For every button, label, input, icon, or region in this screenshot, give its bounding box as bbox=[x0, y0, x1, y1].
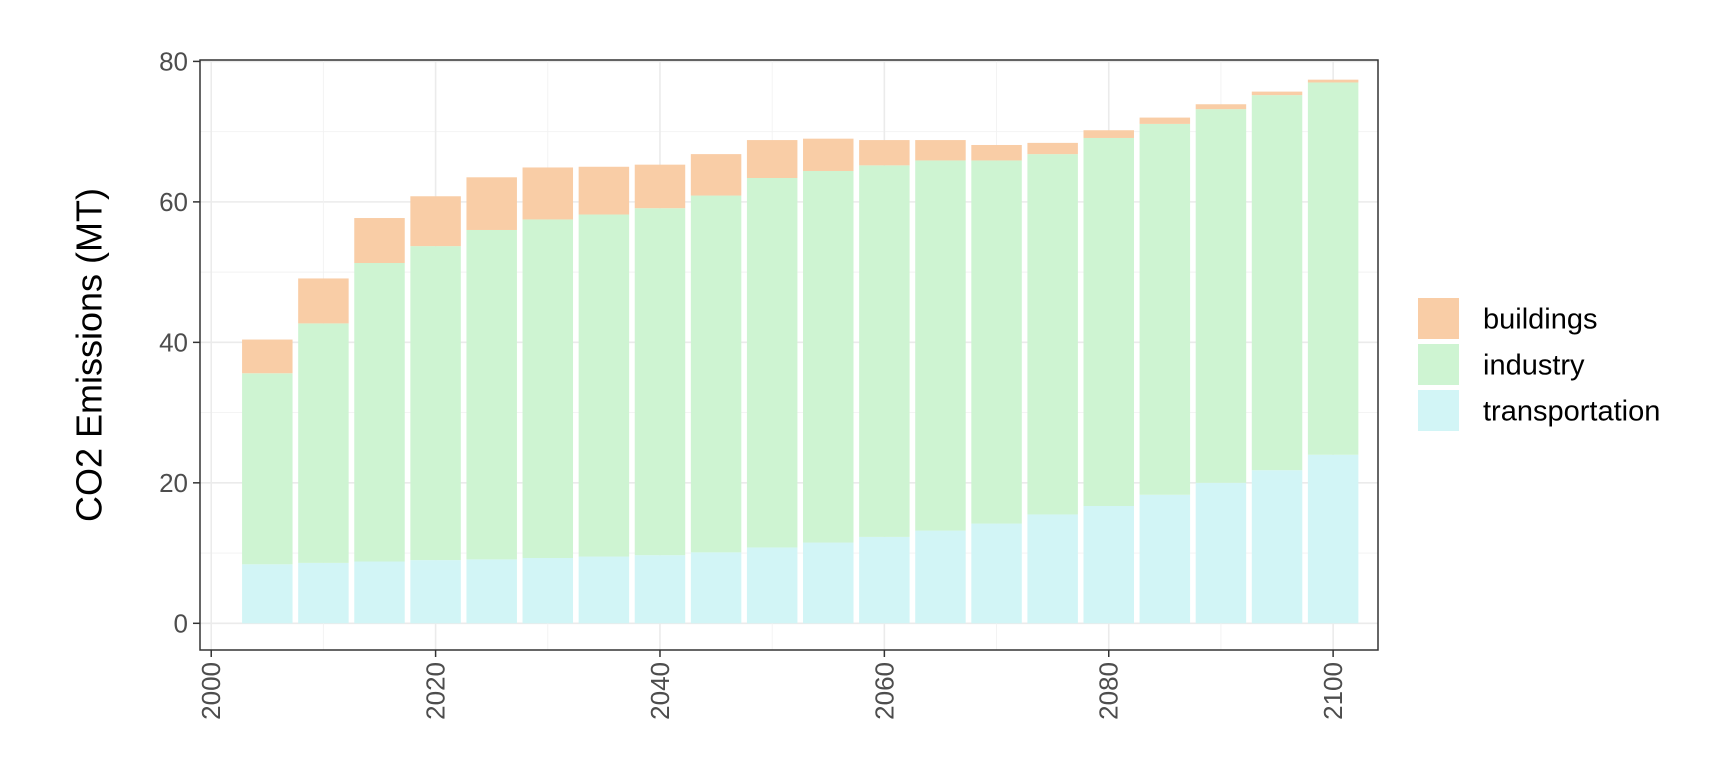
legend-label-industry: industry bbox=[1483, 350, 1585, 382]
bar-buildings-2095 bbox=[1251, 91, 1303, 96]
bar-buildings-2025 bbox=[466, 177, 517, 230]
legend: buildings industry transportation bbox=[1418, 298, 1660, 431]
bar-transportation-2020 bbox=[410, 560, 461, 624]
y-tick-label: 80 bbox=[159, 46, 188, 76]
bar-industry-2010 bbox=[298, 323, 349, 563]
bar-buildings-2075 bbox=[1027, 142, 1078, 155]
x-tick-label: 2000 bbox=[196, 662, 226, 720]
legend-key-transportation bbox=[1418, 390, 1459, 431]
bar-buildings-2050 bbox=[746, 140, 798, 178]
legend-key-industry bbox=[1418, 344, 1459, 385]
y-axis-title: CO2 Emissions (MT) bbox=[69, 188, 110, 522]
bars bbox=[242, 79, 1359, 624]
bar-industry-2070 bbox=[971, 160, 1022, 524]
bar-buildings-2015 bbox=[354, 218, 405, 263]
bar-industry-2090 bbox=[1195, 109, 1247, 483]
x-tick-label: 2080 bbox=[1094, 662, 1124, 720]
bar-buildings-2065 bbox=[915, 140, 966, 161]
bar-transportation-2030 bbox=[522, 557, 574, 624]
bar-industry-2085 bbox=[1139, 123, 1191, 495]
bar-buildings-2100 bbox=[1307, 79, 1359, 83]
x-tick-label: 2100 bbox=[1318, 662, 1348, 720]
y-tick-label: 20 bbox=[159, 468, 188, 498]
bar-transportation-2055 bbox=[803, 542, 854, 624]
bar-transportation-2065 bbox=[915, 530, 966, 624]
bar-buildings-2030 bbox=[522, 167, 574, 220]
bar-transportation-2010 bbox=[298, 562, 349, 624]
bar-transportation-2080 bbox=[1083, 506, 1134, 624]
bar-transportation-2085 bbox=[1139, 494, 1191, 624]
bar-industry-2080 bbox=[1083, 137, 1134, 507]
bar-transportation-2045 bbox=[690, 552, 742, 624]
bar-industry-2095 bbox=[1251, 95, 1303, 471]
bar-transportation-2075 bbox=[1027, 514, 1078, 624]
x-tick-label: 2040 bbox=[645, 662, 675, 720]
bar-transportation-2095 bbox=[1251, 470, 1303, 624]
bar-transportation-2070 bbox=[971, 523, 1022, 624]
bar-industry-2005 bbox=[242, 373, 293, 565]
x-tick-label: 2060 bbox=[869, 662, 899, 720]
bar-transportation-2050 bbox=[746, 547, 798, 624]
legend-label-transportation: transportation bbox=[1483, 396, 1660, 428]
bar-industry-2055 bbox=[803, 170, 854, 543]
bar-industry-2015 bbox=[354, 262, 405, 562]
bar-buildings-2080 bbox=[1083, 130, 1134, 138]
y-tick-label: 60 bbox=[159, 187, 188, 217]
bar-industry-2045 bbox=[690, 195, 742, 553]
bar-buildings-2090 bbox=[1195, 104, 1247, 110]
y-tick-label: 40 bbox=[159, 327, 188, 357]
bar-industry-2060 bbox=[859, 165, 910, 537]
bar-transportation-2025 bbox=[466, 559, 517, 624]
legend-key-buildings bbox=[1418, 298, 1459, 339]
bar-transportation-2040 bbox=[634, 555, 686, 624]
bar-industry-2075 bbox=[1027, 154, 1078, 515]
bar-industry-2035 bbox=[578, 214, 630, 557]
bar-transportation-2015 bbox=[354, 561, 405, 624]
bar-transportation-2090 bbox=[1195, 482, 1247, 624]
bar-transportation-2100 bbox=[1307, 454, 1359, 624]
bar-industry-2020 bbox=[410, 246, 461, 561]
bar-buildings-2085 bbox=[1139, 117, 1191, 124]
y-tick-label: 0 bbox=[174, 608, 188, 638]
bar-buildings-2055 bbox=[803, 138, 854, 171]
bar-buildings-2005 bbox=[242, 339, 293, 374]
bar-buildings-2070 bbox=[971, 144, 1022, 161]
bar-transportation-2005 bbox=[242, 564, 293, 624]
plot-border bbox=[199, 59, 1379, 651]
bar-industry-2065 bbox=[915, 160, 966, 531]
bar-buildings-2010 bbox=[298, 278, 349, 324]
bar-industry-2025 bbox=[466, 229, 517, 560]
bar-transportation-2035 bbox=[578, 556, 630, 624]
bar-buildings-2045 bbox=[690, 154, 742, 196]
bar-buildings-2060 bbox=[859, 140, 910, 166]
bar-industry-2100 bbox=[1307, 82, 1359, 455]
bar-buildings-2020 bbox=[410, 196, 461, 247]
bar-industry-2030 bbox=[522, 219, 574, 558]
bar-industry-2050 bbox=[746, 178, 798, 548]
bar-transportation-2060 bbox=[859, 536, 910, 624]
x-tick-label: 2020 bbox=[421, 662, 451, 720]
bar-buildings-2040 bbox=[634, 164, 686, 209]
bar-buildings-2035 bbox=[578, 166, 630, 215]
legend-label-buildings: buildings bbox=[1483, 304, 1597, 336]
bar-industry-2040 bbox=[634, 208, 686, 556]
